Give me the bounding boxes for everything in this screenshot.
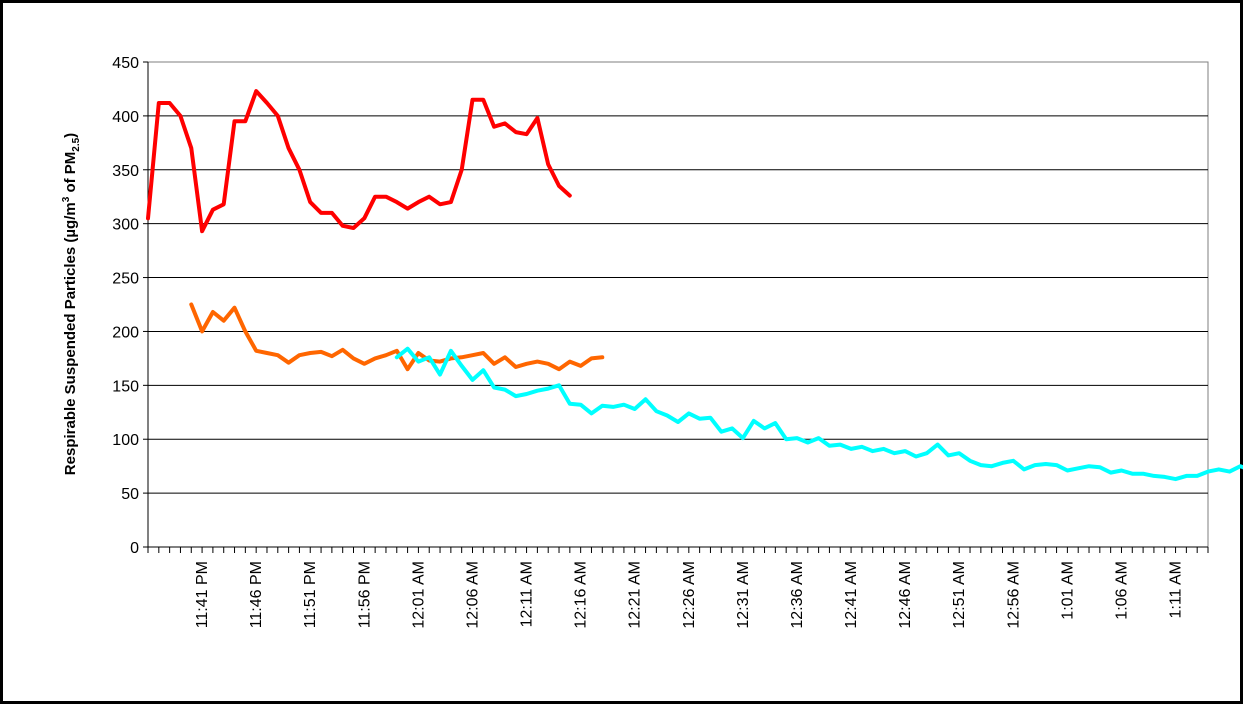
x-tick-label: 1:06 AM — [1113, 561, 1130, 620]
y-axis-label-part: Respirable Suspended Particles (µg/m — [62, 202, 79, 475]
y-axis-label-part: ) — [62, 133, 79, 138]
x-tick-label: 12:21 AM — [627, 561, 644, 629]
y-tick-label: 450 — [112, 55, 139, 72]
x-tick-label: 12:56 AM — [1005, 561, 1022, 629]
x-tick-label: 11:41 PM — [194, 561, 211, 628]
x-tick-label: 12:31 AM — [735, 561, 752, 629]
x-tick-label: 1:01 AM — [1059, 561, 1076, 620]
y-axis-label-subscript: 2.5 — [71, 137, 82, 151]
y-tick-label: 100 — [112, 432, 139, 449]
x-tick-label: 12:16 AM — [573, 561, 590, 629]
x-tick-label: 12:51 AM — [951, 561, 968, 629]
x-tick-label: 12:26 AM — [681, 561, 698, 629]
series-line — [146, 89, 572, 234]
x-tick-label: 1:11 AM — [1168, 561, 1185, 619]
series-line — [189, 302, 605, 372]
y-axis-label: Respirable Suspended Particles (µg/m3 of… — [61, 133, 82, 475]
x-tick-label: 11:51 PM — [302, 561, 319, 628]
plot-area — [147, 61, 1209, 548]
series-line — [394, 346, 1243, 482]
x-tick-label: 12:11 AM — [519, 561, 536, 627]
y-axis-label-part: of PM — [62, 152, 79, 197]
y-tick-label: 300 — [112, 217, 139, 234]
y-tick-label: 250 — [112, 271, 139, 288]
y-tick-label: 0 — [130, 540, 139, 557]
x-axis-ticks: 11:41 PM 11:46 PM 11:51 PM 11:56 PM 12:01 AM… — [147, 546, 1209, 629]
x-tick-label: 12:41 AM — [843, 561, 860, 629]
y-tick-label: 150 — [112, 378, 139, 395]
x-tick-label: 12:01 AM — [410, 561, 427, 629]
y-tick-label: 50 — [121, 486, 139, 503]
y-axis-ticks: 0 50 100 150 200 250 300 350 400 450 — [112, 55, 149, 557]
y-tick-label: 200 — [112, 324, 139, 341]
x-tick-label: 11:56 PM — [356, 561, 373, 628]
y-tick-label: 350 — [112, 163, 139, 180]
x-tick-label: 12:06 AM — [464, 561, 481, 629]
data-lines — [146, 89, 1243, 482]
gridlines — [148, 115, 1208, 494]
x-tick-label: 12:46 AM — [897, 561, 914, 629]
x-tick-label: 12:36 AM — [789, 561, 806, 629]
x-tick-label: 11:46 PM — [248, 561, 265, 628]
y-axis-label-superscript: 3 — [61, 196, 72, 202]
y-tick-label: 400 — [112, 109, 139, 126]
